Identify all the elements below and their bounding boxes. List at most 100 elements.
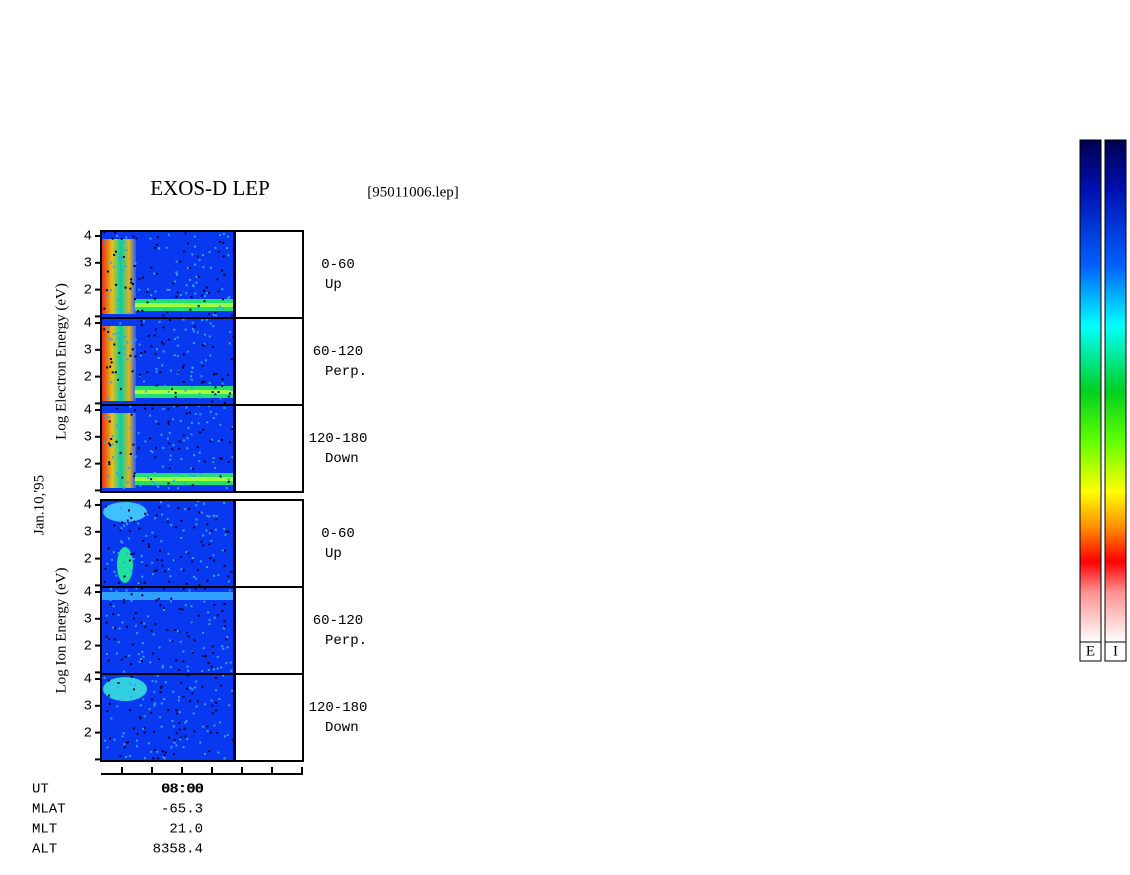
noise (124, 265, 127, 268)
noise (155, 446, 158, 449)
noise (158, 320, 161, 323)
noise (206, 421, 209, 424)
noise (222, 241, 225, 244)
noise (130, 663, 133, 666)
noise (193, 475, 196, 478)
noise (176, 291, 179, 294)
noise (201, 670, 204, 673)
noise (226, 646, 229, 649)
noise (176, 336, 179, 339)
noise (198, 460, 201, 463)
noise (131, 348, 134, 351)
noise (189, 279, 192, 282)
noise (145, 564, 148, 567)
noise (223, 735, 226, 738)
noise (125, 589, 128, 592)
noise (180, 568, 183, 571)
noise (166, 520, 169, 523)
noise (209, 410, 212, 413)
y-tick-label: 2 (84, 725, 92, 741)
noise (202, 631, 205, 634)
noise (202, 655, 205, 658)
noise (189, 308, 192, 311)
noise (227, 297, 230, 300)
noise (108, 461, 111, 464)
noise (169, 639, 172, 642)
noise (210, 539, 213, 542)
noise (191, 557, 194, 560)
noise (231, 456, 234, 459)
noise (135, 237, 138, 240)
noise (154, 456, 157, 459)
noise (127, 466, 130, 469)
direction-label: Up (325, 277, 342, 293)
noise (177, 487, 180, 490)
noise (189, 686, 192, 689)
y-tick-label: 3 (84, 699, 92, 715)
noise (166, 596, 169, 599)
noise (108, 463, 111, 466)
noise (157, 757, 160, 760)
noise (222, 255, 225, 258)
noise (141, 642, 144, 645)
noise (178, 669, 181, 672)
noise (218, 473, 221, 476)
noise (201, 343, 204, 346)
noise (133, 472, 136, 475)
noise (198, 511, 201, 514)
noise (125, 236, 128, 239)
noise (221, 378, 224, 381)
noise (177, 696, 180, 699)
noise (172, 418, 175, 421)
noise (132, 688, 135, 691)
noise (225, 530, 228, 533)
noise (111, 237, 114, 240)
noise (217, 391, 220, 394)
colorbar-label: E (1086, 643, 1095, 659)
noise (104, 739, 107, 742)
y-tick-label: 4 (84, 229, 92, 245)
row-label: MLT (32, 822, 57, 838)
noise (202, 534, 205, 537)
noise (205, 292, 208, 295)
noise (227, 460, 230, 463)
noise (140, 554, 143, 557)
noise (167, 338, 170, 341)
spectrogram-hot (102, 413, 136, 488)
noise (201, 381, 204, 384)
noise (136, 732, 139, 735)
noise (222, 298, 225, 301)
y-tick-label: 3 (84, 343, 92, 359)
noise (152, 757, 155, 760)
noise (216, 278, 219, 281)
noise (132, 235, 135, 238)
noise (143, 715, 146, 718)
noise (141, 660, 144, 663)
noise (195, 281, 198, 284)
noise (177, 370, 180, 373)
noise (188, 267, 191, 270)
noise (212, 652, 215, 655)
noise (122, 670, 125, 673)
noise (201, 685, 204, 688)
noise (193, 454, 196, 457)
noise (207, 312, 210, 315)
noise (143, 757, 146, 760)
noise (175, 260, 178, 263)
noise (223, 273, 226, 276)
noise (195, 504, 198, 507)
y-axis-label: Log Electron Energy (eV) (53, 283, 69, 440)
noise (170, 597, 173, 600)
noise (109, 365, 112, 368)
noise (119, 506, 122, 509)
noise (194, 263, 197, 266)
noise (163, 384, 166, 387)
noise (216, 308, 219, 311)
noise (214, 528, 217, 531)
colorbar (1104, 139, 1127, 643)
noise (106, 562, 109, 565)
noise (126, 358, 129, 361)
noise (111, 596, 114, 599)
data-edge (233, 500, 236, 587)
noise (189, 473, 192, 476)
